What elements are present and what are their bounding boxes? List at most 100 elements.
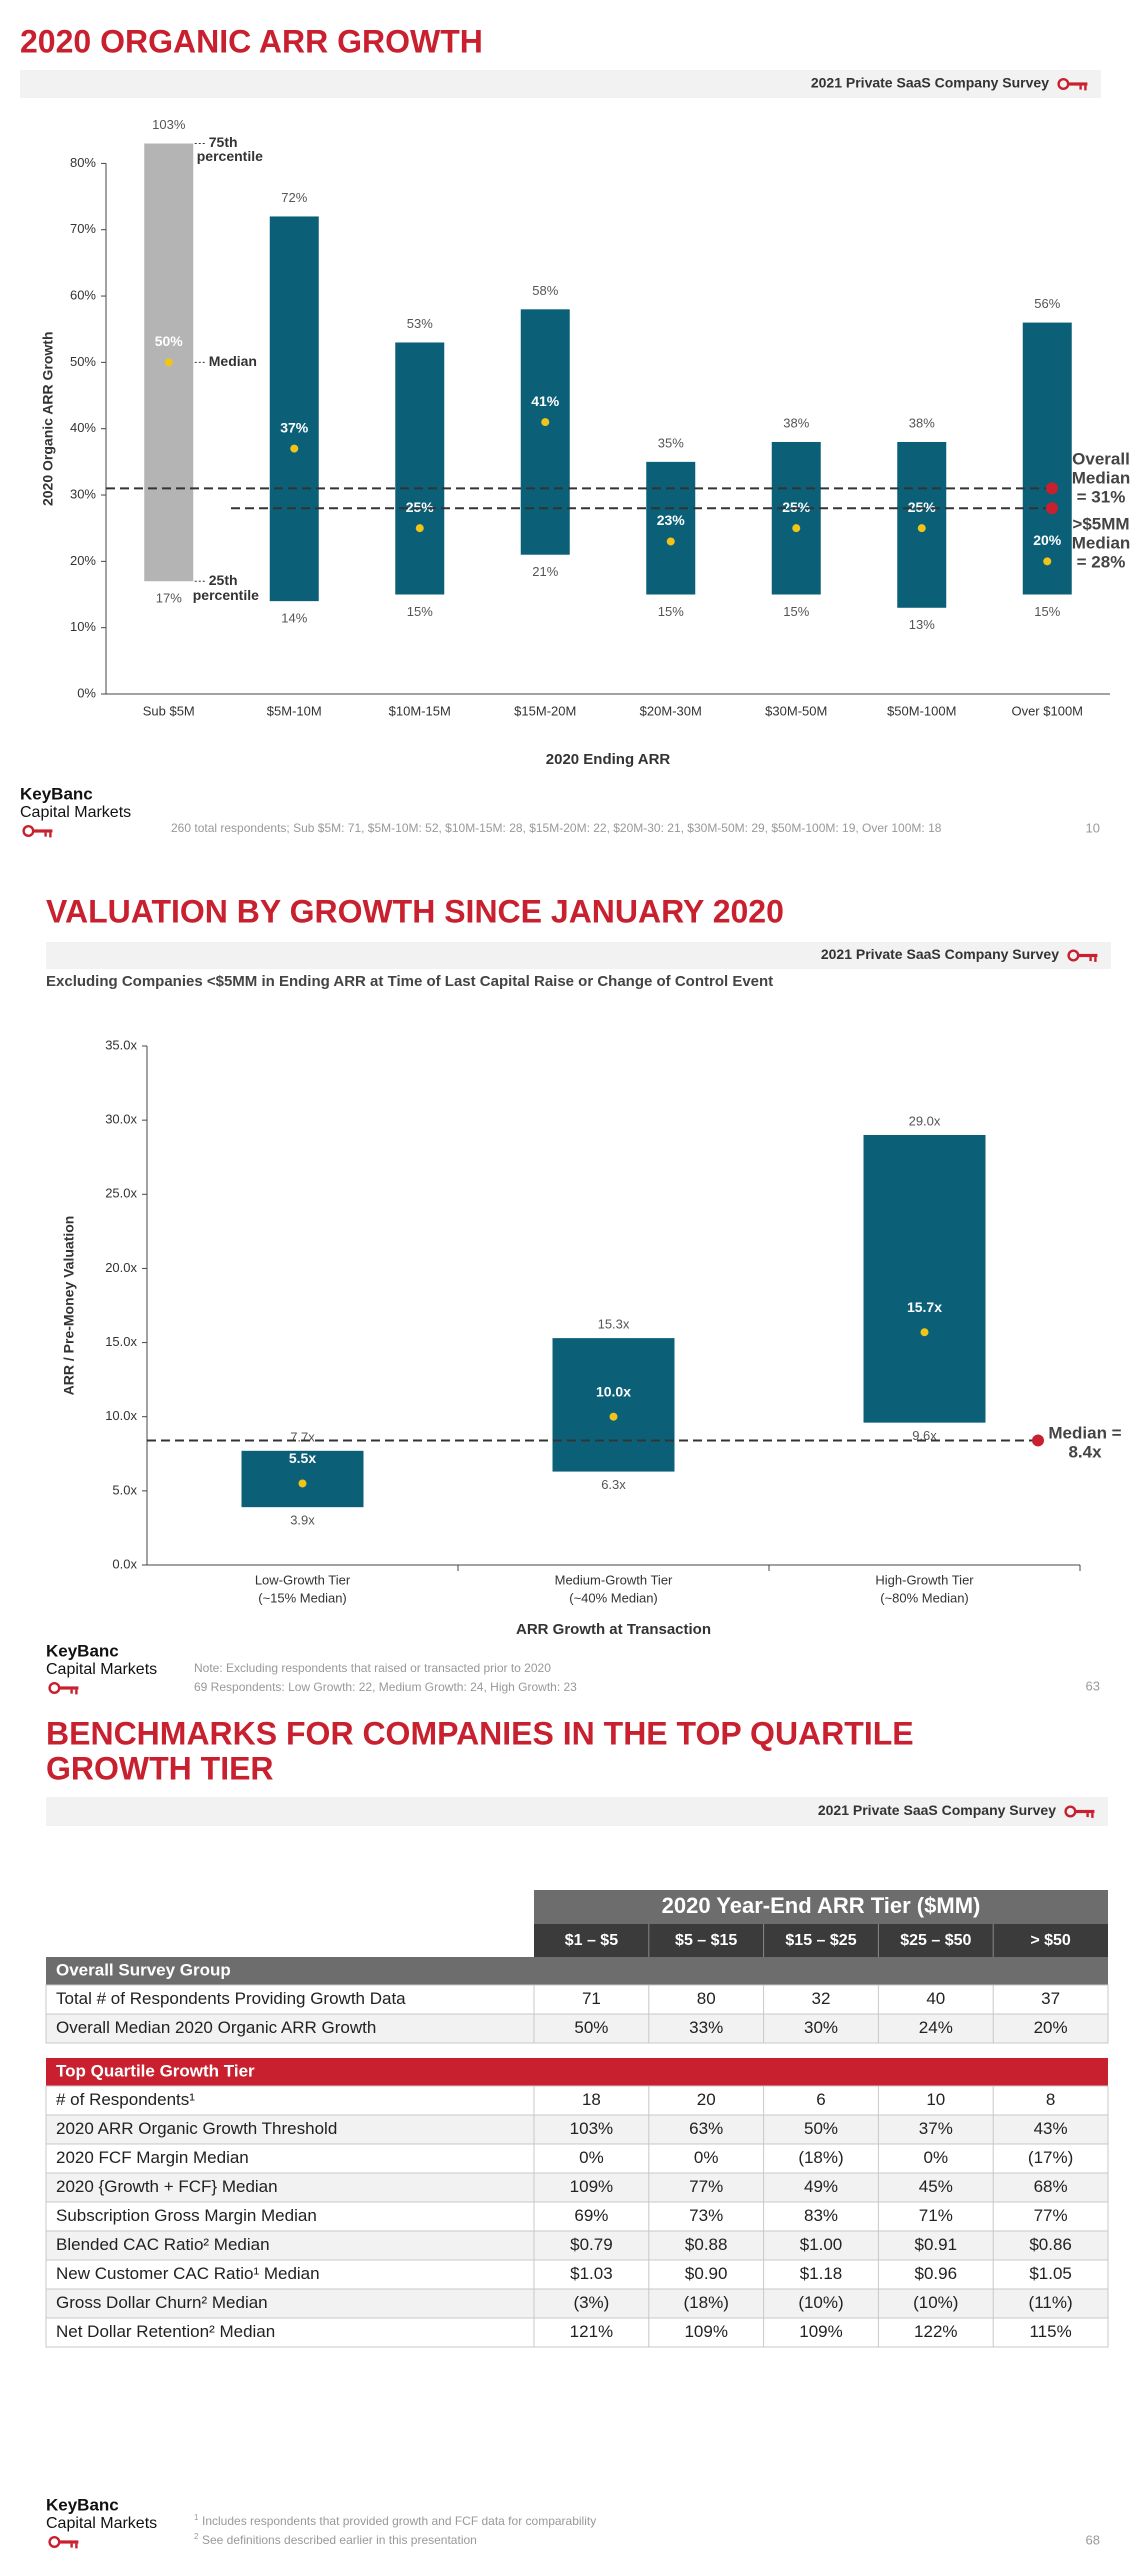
reference-label: Median = <box>1048 1423 1121 1442</box>
cell: $1.05 <box>1029 2264 1072 2283</box>
low-label: 17% <box>156 591 182 606</box>
range-bar <box>771 441 821 595</box>
cell: 20% <box>1034 2018 1068 2037</box>
low-label: 6.3x <box>601 1477 626 1492</box>
range-bar <box>552 1338 675 1472</box>
cell: 115% <box>1029 2322 1071 2341</box>
subtitle: Excluding Companies <$5MM in Ending ARR … <box>46 973 773 990</box>
cell: $1.00 <box>800 2235 843 2254</box>
table-row <box>45 1984 1109 2015</box>
table-row <box>45 2172 1109 2203</box>
x-tick-label: Low-Growth Tier <box>255 1572 351 1587</box>
cell: 50% <box>804 2119 838 2138</box>
cell: 77% <box>689 2177 723 2196</box>
reference-label: Median <box>1072 468 1131 487</box>
high-label: 38% <box>909 415 935 430</box>
high-label: 38% <box>783 415 809 430</box>
cell: 69% <box>574 2206 608 2225</box>
table-row <box>45 2114 1109 2145</box>
high-label: 7.7x <box>290 1429 315 1444</box>
median-dot <box>298 1479 307 1488</box>
median-label: 37% <box>280 419 309 435</box>
y-tick-label: 15.0x <box>105 1334 137 1349</box>
high-label: 53% <box>407 316 433 331</box>
range-bar <box>269 216 319 602</box>
low-label: 15% <box>783 604 809 619</box>
cell: 33% <box>689 2018 723 2037</box>
cell: (18%) <box>798 2148 843 2167</box>
cell: 50% <box>574 2018 608 2037</box>
footnote: 260 total respondents; Sub $5M: 71, $5M-… <box>171 821 942 835</box>
cell: 63% <box>689 2119 723 2138</box>
x-tick-label: Medium-Growth Tier <box>555 1572 673 1587</box>
page-number: 10 <box>1086 820 1100 835</box>
logo-name: KeyBanc <box>20 784 93 803</box>
cell: 49% <box>804 2177 838 2196</box>
median-label: 25% <box>782 499 811 515</box>
x-tick-label: High-Growth Tier <box>875 1572 974 1587</box>
high-label: 56% <box>1034 296 1060 311</box>
x-tick-label: $20M-30M <box>640 703 702 718</box>
banner <box>20 70 1101 98</box>
low-label: 14% <box>281 611 307 626</box>
table-row <box>45 2317 1109 2348</box>
cell: 71 <box>582 1989 601 2008</box>
cell: 40 <box>926 1989 945 2008</box>
cell: $0.88 <box>685 2235 728 2254</box>
cell: 32 <box>812 1989 831 2008</box>
high-label: 15.3x <box>598 1317 630 1332</box>
y-tick-label: 10% <box>70 619 96 634</box>
logo-key <box>48 2535 80 2550</box>
cell: 77% <box>1034 2206 1068 2225</box>
column-header: $1 – $5 <box>565 1932 618 1949</box>
logo-key <box>22 824 54 839</box>
y-tick-label: 20.0x <box>105 1260 137 1275</box>
median-dot <box>541 418 550 427</box>
median-dot <box>920 1328 929 1337</box>
cell: 71% <box>919 2206 953 2225</box>
slide-title: GROWTH TIER <box>46 1750 274 1786</box>
median-dot <box>1043 557 1052 566</box>
low-label: 9.6x <box>912 1428 937 1443</box>
low-label: 21% <box>532 564 558 579</box>
cell: 20 <box>697 2090 716 2109</box>
cell: (17%) <box>1028 2148 1073 2167</box>
logo-key <box>48 1681 80 1696</box>
median-label: 41% <box>531 393 560 409</box>
reference-label: = 28% <box>1077 552 1126 571</box>
table-row <box>45 2085 1109 2116</box>
reference-label: Median <box>1072 533 1131 552</box>
cell: $1.03 <box>570 2264 613 2283</box>
table-header <box>534 1890 1108 1924</box>
column-header: > $50 <box>1030 1932 1071 1949</box>
table-row <box>45 2288 1109 2319</box>
row-label: Subscription Gross Margin Median <box>56 2206 317 2225</box>
low-label: 15% <box>658 604 684 619</box>
footnote: Note: Excluding respondents that raised … <box>194 1661 551 1675</box>
low-label: 13% <box>909 617 935 632</box>
page-number: 68 <box>1086 2532 1100 2547</box>
x-axis-title: 2020 Ending ARR <box>546 751 671 768</box>
median-dot <box>792 524 801 533</box>
column-header: $5 – $15 <box>675 1932 737 1949</box>
cell: 80 <box>697 1989 716 2008</box>
y-tick-label: 50% <box>70 354 96 369</box>
cell: 68% <box>1034 2177 1068 2196</box>
row-label: Total # of Respondents Providing Growth … <box>56 1989 406 2008</box>
y-tick-label: 80% <box>70 155 96 170</box>
x-tick-label: Over $100M <box>1011 703 1083 718</box>
reference-label: = 31% <box>1077 487 1126 506</box>
y-tick-label: 0.0x <box>112 1556 137 1571</box>
slide-title: 2020 ORGANIC ARR GROWTH <box>20 23 483 59</box>
y-tick-label: 20% <box>70 553 96 568</box>
footnote-marker: 1 <box>194 2513 199 2522</box>
median-label: 20% <box>1033 532 1062 548</box>
median-label: 25% <box>406 499 435 515</box>
row-label: 2020 {Growth + FCF} Median <box>56 2177 278 2196</box>
range-bar <box>863 1134 986 1423</box>
page-number: 63 <box>1086 1678 1100 1693</box>
logo-sub: Capital Markets <box>46 2515 157 2532</box>
reference-label: >$5MM <box>1072 514 1129 533</box>
reference-dot <box>1046 482 1058 495</box>
